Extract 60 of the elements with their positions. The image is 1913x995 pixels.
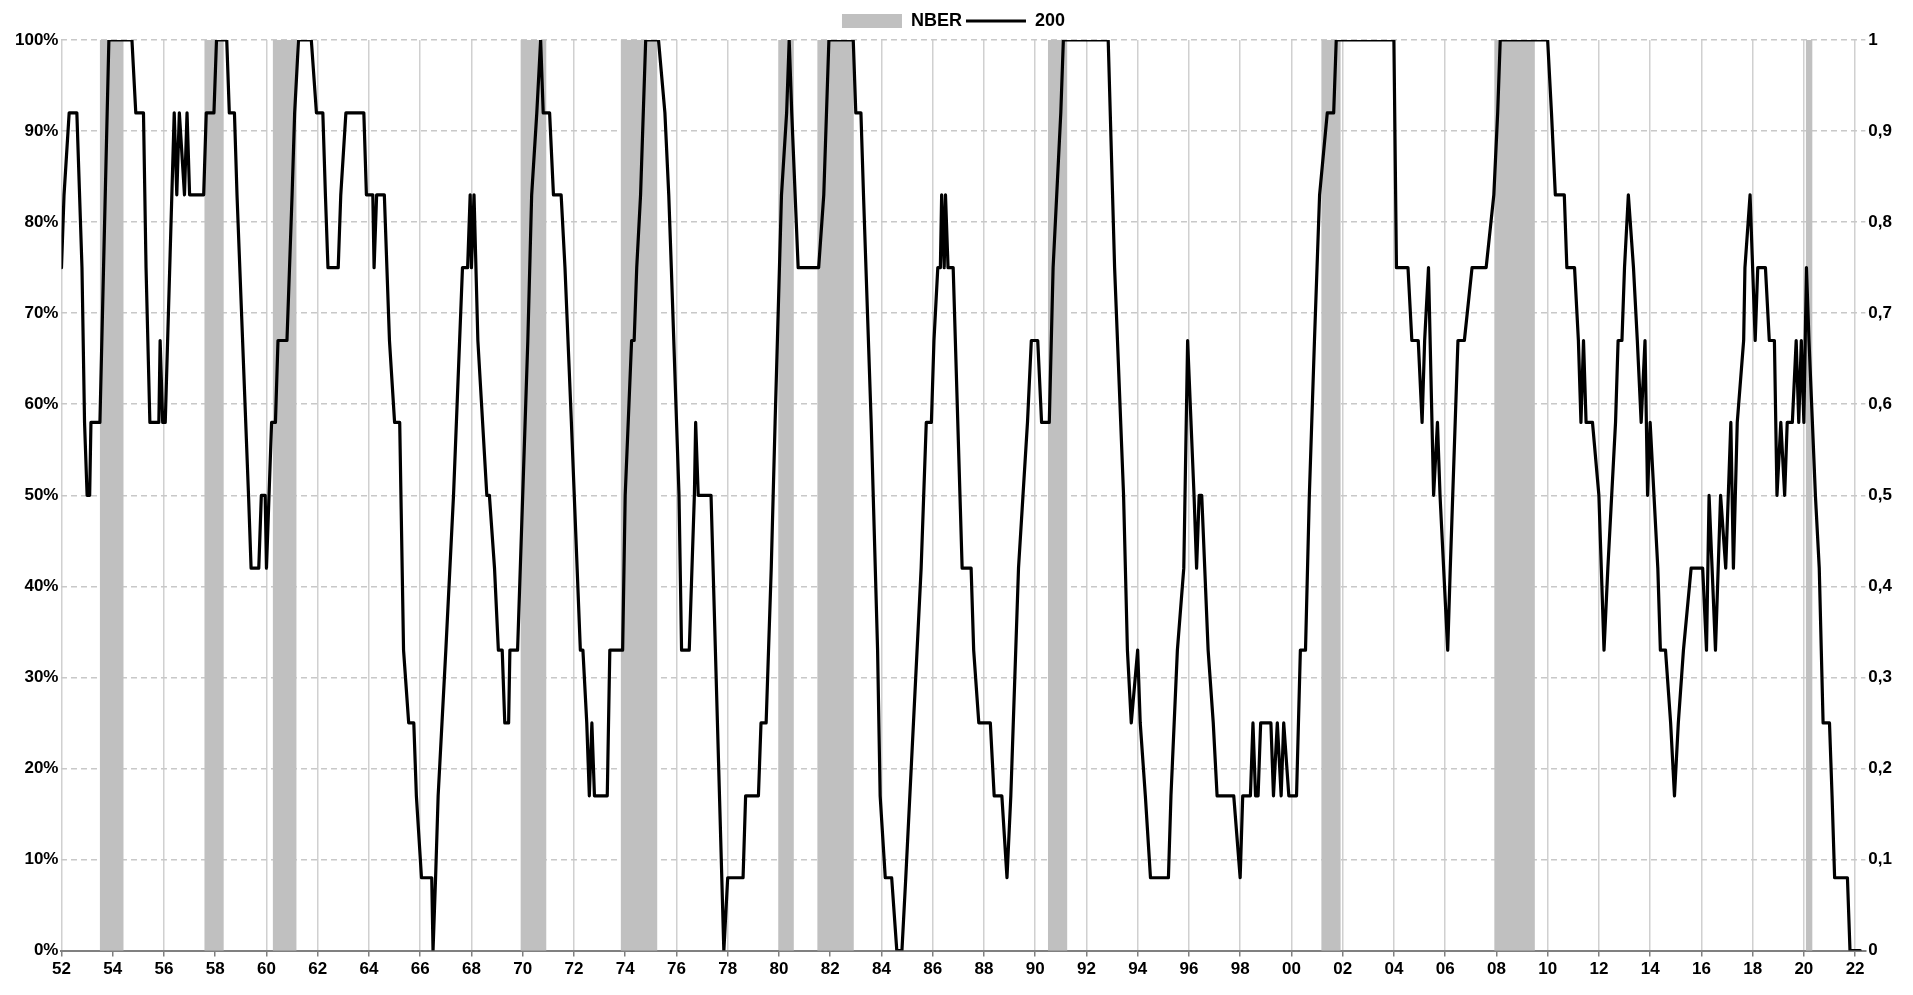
y2-tick-label: 0,3 [1868,667,1893,687]
x-tick-label: 02 [1333,959,1353,979]
y-tick-label: 80% [24,211,59,231]
y-tick-label: 100% [15,29,59,49]
y2-tick-label: 0,7 [1868,302,1893,322]
y-tick-label: 40% [24,576,59,596]
x-tick-label: 22 [1845,959,1865,979]
y2-tick-label: 0,2 [1868,758,1893,778]
y-tick-label: 10% [24,849,59,869]
y-tick-label: 0% [33,940,59,960]
x-tick-label: 12 [1589,959,1609,979]
y-tick-label: 90% [24,120,59,140]
x-tick-label: 64 [359,959,379,979]
y2-tick-label: 0,5 [1868,484,1893,504]
x-tick-label: 88 [974,959,994,979]
y-tick-label: 20% [24,758,59,778]
x-tick-label: 08 [1486,959,1506,979]
x-tick-label: 06 [1435,959,1455,979]
x-tick-label: 96 [1179,959,1199,979]
y2-tick-label: 0,8 [1868,211,1893,231]
x-tick-label: 84 [871,959,892,979]
x-tick-label: 52 [52,959,71,979]
x-tick-label: 92 [1076,959,1096,979]
y2-tick-label: 0,6 [1868,393,1893,413]
x-tick-label: 78 [718,959,738,979]
x-tick-label: 20 [1794,959,1814,979]
x-tick-label: 86 [923,959,943,979]
x-tick-label: 74 [615,959,636,979]
x-tick-label: 82 [820,959,840,979]
y2-tick-label: 0,9 [1868,120,1893,140]
x-tick-label: 10 [1538,959,1558,979]
x-tick-label: 58 [205,959,225,979]
x-tick-label: 76 [666,959,686,979]
x-tick-label: 56 [154,959,174,979]
x-tick-label: 90 [1025,959,1045,979]
x-tick-label: 00 [1281,959,1301,979]
x-tick-label: 18 [1743,959,1763,979]
x-tick-label: 54 [103,959,123,979]
y2-tick-label: 0,4 [1868,576,1893,596]
x-tick-label: 80 [769,959,789,979]
x-tick-label: 62 [308,959,328,979]
x-tick-label: 70 [513,959,533,979]
x-tick-label: 94 [1128,959,1148,979]
y-tick-label: 50% [24,484,59,504]
legend-label: 200 [1034,9,1066,30]
x-tick-label: 98 [1230,959,1250,979]
x-tick-label: 60 [257,959,276,979]
y2-tick-label: 1 [1868,29,1878,49]
y-tick-label: 70% [24,302,59,322]
y2-tick-label: 0 [1868,940,1878,960]
x-tick-label: 68 [461,959,481,979]
x-tick-label: 66 [410,959,430,979]
y-tick-label: 30% [24,667,59,687]
x-tick-label: 04 [1384,959,1404,979]
y2-tick-label: 0,1 [1868,849,1893,869]
x-tick-label: 16 [1691,959,1711,979]
x-tick-label: 14 [1640,959,1661,979]
legend-label: NBER [910,9,962,30]
x-tick-label: 72 [564,959,584,979]
y-tick-label: 60% [24,393,59,413]
